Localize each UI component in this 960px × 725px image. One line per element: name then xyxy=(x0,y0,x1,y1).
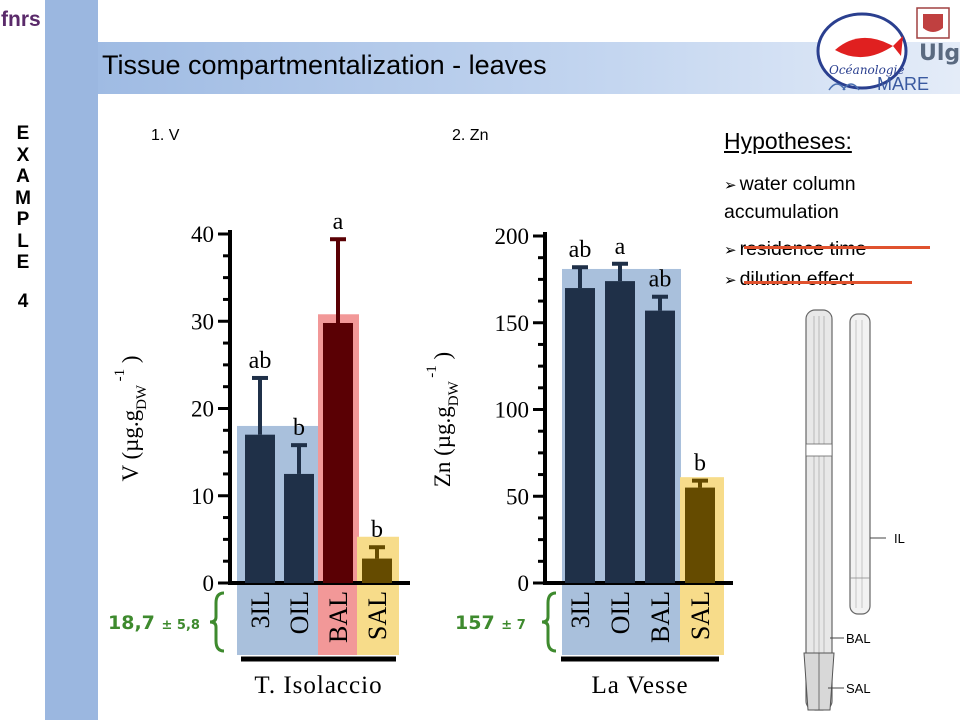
title-band xyxy=(98,42,960,94)
bar-oil xyxy=(284,473,314,583)
hypothesis-item: ➢ residence time xyxy=(724,236,924,264)
chart-v: 0 10 20 30 40 V (µg.gDW -1 ) ab 3IL b OIL a BAL b SAL… xyxy=(100,150,420,720)
significance-letter: b xyxy=(694,451,706,477)
y-tick-label: 20 xyxy=(191,397,214,422)
significance-letter: ab xyxy=(649,267,672,293)
significance-letter: b xyxy=(293,415,305,441)
panel-title-v: 1. V xyxy=(151,127,180,144)
example-letter: X xyxy=(16,144,30,166)
hypotheses-title: Hypotheses: xyxy=(724,128,852,154)
significance-letter: ab xyxy=(569,237,592,263)
y-tick-label: 200 xyxy=(495,224,530,249)
oceanologie-logo: Océanologie xyxy=(816,12,908,90)
y-tick-label: 30 xyxy=(191,309,214,334)
ulg-text: Ulg xyxy=(919,41,960,66)
example-letter: A xyxy=(16,166,30,187)
leaf-drawing-left xyxy=(803,309,835,711)
mare-text: MARE xyxy=(877,74,929,94)
category-label: SAL xyxy=(686,591,715,640)
mean-brace xyxy=(541,591,557,653)
category-label: OIL xyxy=(606,591,635,634)
mean-brace xyxy=(209,591,225,653)
category-label: BAL xyxy=(324,591,353,643)
arrow-bullet-icon: ➢ xyxy=(724,177,737,194)
category-label: OIL xyxy=(285,591,314,634)
significance-letter: a xyxy=(333,209,344,235)
y-tick-label: 0 xyxy=(203,571,215,596)
category-label: SAL xyxy=(363,591,392,640)
fnrs-logo: fnrs xyxy=(0,4,47,34)
mare-logo: MARE xyxy=(828,74,929,94)
example-label: E X A M P L E 4 xyxy=(12,123,34,312)
category-label: 3IL xyxy=(566,591,595,629)
page-title: Tissue compartmentalization - leaves xyxy=(102,50,547,80)
oceanologie-text: Océanologie xyxy=(829,63,904,77)
mean-value: 18,7 ± 5,8 xyxy=(108,612,200,634)
leaf-drawing-right xyxy=(849,313,871,615)
strike-line xyxy=(744,246,930,249)
example-letter: E xyxy=(16,123,30,144)
bar-3il xyxy=(565,288,595,583)
y-tick-label: 50 xyxy=(506,484,529,509)
y-tick-label: 100 xyxy=(495,398,530,423)
bar-oil xyxy=(605,281,635,583)
leaf-label-sal: SAL xyxy=(846,681,871,696)
example-letter: E xyxy=(16,252,30,273)
example-letter: M xyxy=(15,187,31,209)
y-tick-label: 40 xyxy=(191,222,214,247)
bar-3il xyxy=(245,434,275,583)
mean-value: 157 ± 7 xyxy=(455,612,526,634)
significance-letter: ab xyxy=(249,348,272,374)
y-axis-label: Zn (µg.gDW -1 ) xyxy=(424,352,462,487)
leaf-label-il: IL xyxy=(894,531,905,546)
hypothesis-text: dilution effect xyxy=(739,268,855,290)
significance-letter: b xyxy=(371,517,383,543)
category-label: 3IL xyxy=(246,591,275,629)
site-label: La Vesse xyxy=(591,672,688,699)
institution-logos: Océanologie Ulg MARE xyxy=(815,6,960,94)
hypothesis-item: ➢ water column accumulation xyxy=(724,171,924,225)
ulg-logo: Ulg xyxy=(916,7,960,66)
example-letter: P xyxy=(16,209,30,230)
chart-zn: 0 50 100 150 200 Zn (µg.gDW -1 ) ab 3IL a OIL ab BA… xyxy=(420,150,760,720)
leaf-sketch: IL BAL SAL xyxy=(790,308,960,720)
hypothesis-item: ➢ dilution effect xyxy=(724,266,924,294)
significance-letter: a xyxy=(615,234,626,260)
bar-sal xyxy=(362,558,392,583)
fnrs-logo-text: fnrs xyxy=(1,8,41,31)
category-label: BAL xyxy=(646,591,675,643)
arrow-bullet-icon: ➢ xyxy=(724,242,737,259)
arrow-bullet-icon: ➢ xyxy=(724,272,737,289)
y-tick-label: 10 xyxy=(191,484,214,509)
side-stripe xyxy=(45,0,98,720)
site-label: T. Isolaccio xyxy=(254,672,382,699)
bar-bal xyxy=(323,322,353,583)
strike-line xyxy=(744,281,912,284)
leaf-label-bal: BAL xyxy=(846,631,871,646)
panel-title-zn: 2. Zn xyxy=(452,127,489,144)
bar-sal xyxy=(685,487,715,583)
y-tick-label: 0 xyxy=(518,571,530,596)
y-tick-label: 150 xyxy=(495,311,530,336)
bar-bal xyxy=(645,310,675,583)
example-number: 4 xyxy=(17,290,29,312)
hypothesis-text: residence time xyxy=(739,238,867,260)
y-axis-label: V (µg.gDW -1 ) xyxy=(112,355,150,481)
hypothesis-text: water column accumulation xyxy=(724,173,856,223)
example-letter: L xyxy=(17,230,29,252)
